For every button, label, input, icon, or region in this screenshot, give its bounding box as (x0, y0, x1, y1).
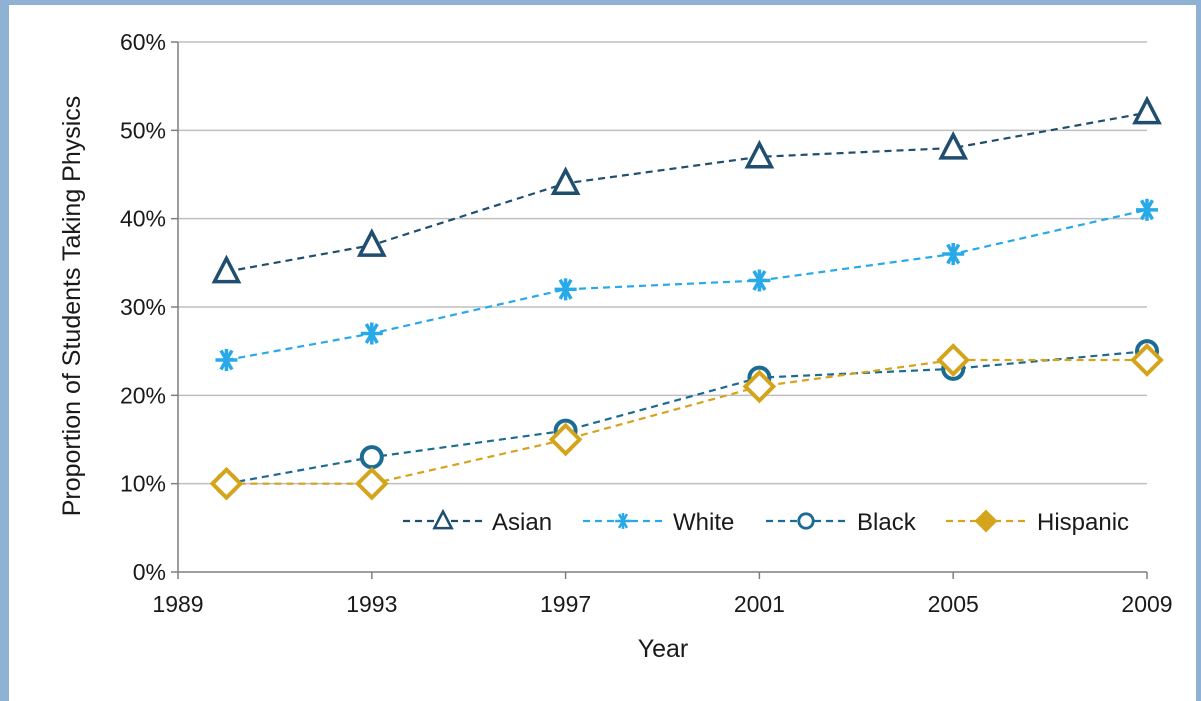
data-point-asian (550, 166, 581, 195)
series-black (214, 339, 1159, 496)
y-tick-label: 50% (120, 117, 166, 143)
y-tick-labels: 0% 10% 20% 30% 40% 50% 60% (120, 29, 166, 585)
x-tick-label: 2001 (734, 591, 785, 617)
data-point-asian (744, 139, 775, 169)
legend: Asian White Black Hispanic (403, 508, 1129, 536)
legend-marker-black (797, 512, 815, 530)
data-point-hispanic (354, 466, 389, 501)
series-asian (211, 95, 1162, 284)
series-line-white (226, 208, 1148, 362)
series-white (215, 198, 1158, 371)
data-point-hispanic (742, 369, 777, 404)
x-tick-label: 2005 (928, 591, 979, 617)
x-axis-title: Year (638, 635, 689, 663)
y-axis-title: Proportion of Students Taking Physics (58, 96, 86, 517)
y-tick-label: 20% (120, 382, 166, 408)
data-point-asian (1132, 95, 1162, 125)
data-point-black (359, 445, 384, 470)
data-point-asian (211, 254, 242, 284)
data-point-hispanic (1130, 343, 1164, 377)
data-point-white (360, 322, 383, 345)
series-line-hispanic (226, 358, 1147, 485)
series-line-asian (226, 111, 1148, 273)
y-tick-label: 10% (120, 471, 166, 497)
x-tick-label: 1993 (346, 591, 397, 617)
y-tick-label: 30% (120, 294, 166, 320)
legend-item-black: Black (766, 509, 917, 536)
data-point-white (554, 278, 577, 301)
y-tick-label: 60% (120, 29, 166, 55)
legend-marker-white (615, 513, 631, 529)
x-tick-labels: 1989 1993 1997 2001 2005 2009 (152, 591, 1172, 617)
y-tick-label: 0% (133, 559, 166, 585)
data-point-white (942, 243, 965, 265)
data-point-white (748, 269, 771, 292)
data-point-hispanic (209, 466, 244, 501)
x-tick-label: 1989 (152, 591, 203, 617)
legend-marker-asian (432, 508, 454, 530)
data-point-white (215, 349, 238, 371)
series-group (209, 95, 1164, 501)
gridlines (178, 41, 1147, 485)
y-tick-label: 40% (120, 206, 166, 232)
legend-label-asian: Asian (492, 509, 552, 536)
data-point-hispanic (548, 422, 583, 457)
legend-marker-hispanic (974, 509, 998, 533)
legend-label-black: Black (857, 509, 917, 536)
series-hispanic (209, 343, 1164, 501)
legend-item-hispanic: Hispanic (946, 509, 1129, 536)
series-line-black (226, 350, 1148, 485)
data-point-hispanic (936, 343, 971, 377)
x-tick-label: 1997 (540, 591, 591, 617)
legend-label-hispanic: Hispanic (1037, 509, 1129, 536)
legend-item-asian: Asian (403, 508, 552, 536)
axes (171, 41, 1148, 579)
data-point-asian (938, 131, 969, 160)
data-point-white (1136, 198, 1158, 221)
x-tick-label: 2009 (1121, 591, 1172, 617)
legend-item-white: White (583, 509, 734, 536)
legend-label-white: White (673, 509, 734, 536)
data-point-asian (356, 228, 387, 257)
